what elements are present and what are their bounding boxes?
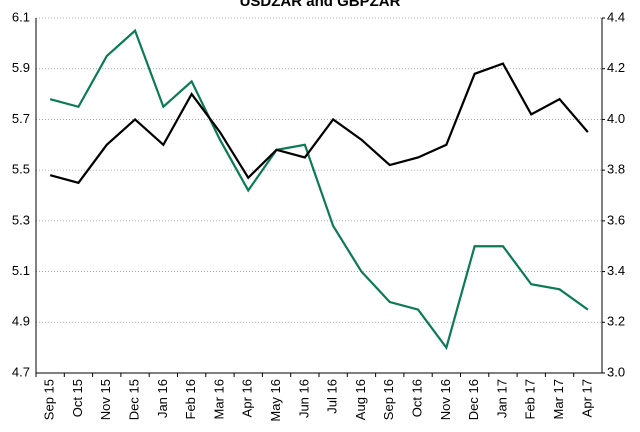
y2-tick-label: 3.8 — [607, 162, 625, 177]
y-tick-label: 5.3 — [12, 212, 30, 227]
x-tick-label: Sep 15 — [42, 379, 57, 420]
x-tick-label: Apr 16 — [240, 379, 255, 417]
x-tick-label: Mar 16 — [211, 379, 226, 419]
y-tick-label: 4.7 — [12, 364, 30, 379]
y2-tick-label: 4.0 — [607, 111, 625, 126]
x-tick-label: Aug 16 — [353, 379, 368, 420]
y-tick-label: 4.9 — [12, 314, 30, 329]
y2-tick-label: 3.2 — [607, 314, 625, 329]
y-tick-label: 5.1 — [12, 263, 30, 278]
x-tick-label: Jan 16 — [155, 379, 170, 418]
x-tick-label: Jun 16 — [296, 379, 311, 418]
x-tick-label: Apr 17 — [579, 379, 594, 417]
x-tick-label: Jan 17 — [494, 379, 509, 418]
x-tick-label: Sep 16 — [381, 379, 396, 420]
y2-tick-label: 4.2 — [607, 60, 625, 75]
chart-title: USDZAR and GBPZAR — [240, 0, 401, 10]
y2-tick-label: 4.4 — [607, 9, 625, 24]
x-tick-label: Feb 17 — [523, 379, 538, 419]
x-tick-label: Mar 17 — [551, 379, 566, 419]
y2-tick-label: 3.4 — [607, 263, 625, 278]
x-tick-label: May 16 — [268, 379, 283, 422]
x-tick-label: Nov 15 — [98, 379, 113, 420]
series-line — [49, 28, 589, 351]
y-tick-label: 6.1 — [12, 9, 30, 24]
y-tick-label: 5.7 — [12, 111, 30, 126]
x-tick-label: Dec 15 — [126, 379, 141, 420]
y-tick-label: 5.9 — [12, 60, 30, 75]
x-tick-label: Jul 16 — [325, 379, 340, 414]
x-tick-label: Oct 16 — [409, 379, 424, 417]
y-tick-label: 5.5 — [12, 162, 30, 177]
x-tick-label: Feb 16 — [183, 379, 198, 419]
x-tick-label: Dec 16 — [466, 379, 481, 420]
x-tick-label: Nov 16 — [438, 379, 453, 420]
x-tick-label: Oct 15 — [70, 379, 85, 417]
y2-tick-label: 3.6 — [607, 212, 625, 227]
y2-tick-label: 3.0 — [607, 364, 625, 379]
series-line — [49, 62, 589, 185]
